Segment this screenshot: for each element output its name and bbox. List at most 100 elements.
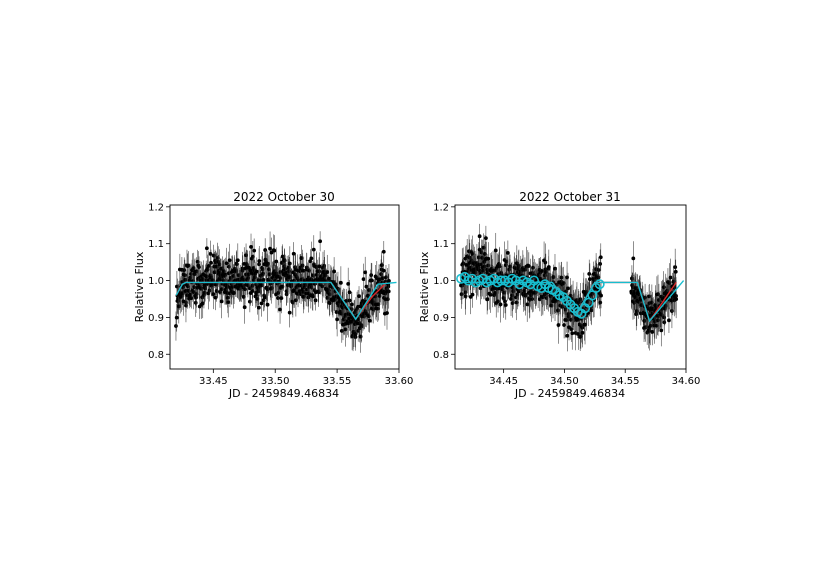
data-point — [182, 268, 187, 273]
data-point — [353, 332, 358, 336]
data-point — [565, 275, 569, 280]
data-point — [249, 244, 253, 249]
data-point — [209, 260, 213, 265]
data-point — [461, 261, 466, 266]
data-point — [463, 294, 468, 299]
data-point — [483, 236, 488, 241]
data-point — [204, 246, 209, 251]
data-point — [648, 323, 653, 328]
data-point — [598, 255, 603, 260]
data-point — [274, 259, 279, 264]
data-point — [381, 268, 386, 273]
data-point — [485, 297, 490, 302]
data-point — [208, 251, 213, 256]
axes-frame — [169, 204, 400, 370]
data-point — [182, 273, 187, 278]
data-point — [259, 301, 264, 306]
data-point — [235, 258, 240, 263]
data-point — [385, 311, 389, 315]
data-point — [282, 258, 287, 263]
x-tick-label: 34.45 — [489, 376, 518, 387]
data-point — [674, 297, 679, 302]
data-point — [477, 247, 482, 252]
y-axis-label: Relative Flux — [133, 251, 146, 322]
data-point — [631, 256, 636, 261]
data-point — [477, 234, 482, 239]
data-point — [369, 278, 374, 283]
data-point — [503, 303, 508, 307]
data-point — [488, 292, 493, 297]
data-point — [381, 249, 386, 254]
y-tick-label: 1.0 — [433, 276, 449, 287]
data-point — [311, 247, 316, 252]
data-point — [367, 318, 372, 323]
data-point — [325, 270, 330, 274]
data-point — [589, 308, 594, 313]
data-series-points — [174, 231, 391, 353]
data-point — [497, 264, 502, 269]
y-tick-label: 1.1 — [433, 239, 449, 250]
data-point — [525, 302, 530, 307]
data-point — [661, 285, 666, 290]
y-tick-label: 1.2 — [433, 202, 449, 213]
data-point — [516, 263, 521, 268]
y-tick-label: 0.9 — [433, 313, 449, 324]
data-point — [531, 265, 535, 270]
data-point — [587, 271, 592, 276]
data-point — [272, 248, 277, 253]
y-tick-label: 0.8 — [433, 350, 449, 361]
y-axis-label: Relative Flux — [418, 251, 431, 322]
data-point — [278, 276, 283, 281]
data-point — [334, 310, 339, 314]
data-point — [243, 287, 247, 292]
chart-title: 2022 October 30 — [233, 190, 334, 204]
data-point — [673, 269, 678, 274]
data-point — [516, 289, 521, 294]
data-point — [174, 315, 179, 320]
data-point — [327, 276, 331, 281]
data-point — [566, 286, 570, 291]
data-point — [269, 250, 274, 255]
data-point — [559, 275, 564, 280]
data-point — [291, 251, 296, 256]
data-point — [287, 310, 292, 315]
data-point — [514, 300, 519, 305]
data-point — [569, 327, 574, 332]
data-point — [316, 290, 321, 295]
data-point — [551, 275, 556, 279]
panel-october-31: 2022 October 31 Relative Flux JD - 24598… — [418, 190, 700, 400]
data-point — [360, 298, 365, 303]
data-point — [667, 318, 671, 323]
data-point — [309, 256, 314, 261]
data-point — [523, 267, 527, 272]
data-point — [292, 288, 297, 293]
x-axis-label: JD - 2459849.46834 — [514, 387, 625, 400]
data-point — [256, 305, 261, 310]
data-point — [191, 290, 196, 294]
data-point — [224, 261, 229, 266]
data-point — [508, 264, 512, 269]
data-point — [498, 302, 503, 307]
data-point — [380, 276, 385, 281]
data-point — [486, 256, 491, 261]
data-point — [463, 290, 468, 295]
data-point — [599, 293, 603, 298]
data-point — [564, 318, 569, 322]
data-point — [297, 289, 302, 294]
data-point — [318, 239, 323, 244]
data-layer — [174, 231, 391, 353]
data-point — [375, 306, 380, 311]
data-point — [580, 330, 585, 335]
data-point — [278, 307, 282, 312]
data-point — [387, 278, 391, 283]
model-line-cyan — [175, 281, 397, 321]
y-tick-label: 0.8 — [148, 350, 164, 361]
data-point — [358, 334, 363, 339]
data-point — [310, 294, 315, 299]
data-point — [587, 277, 592, 282]
data-point — [583, 322, 587, 327]
data-point — [338, 280, 343, 285]
data-point — [569, 317, 573, 322]
binned-point — [594, 279, 605, 290]
